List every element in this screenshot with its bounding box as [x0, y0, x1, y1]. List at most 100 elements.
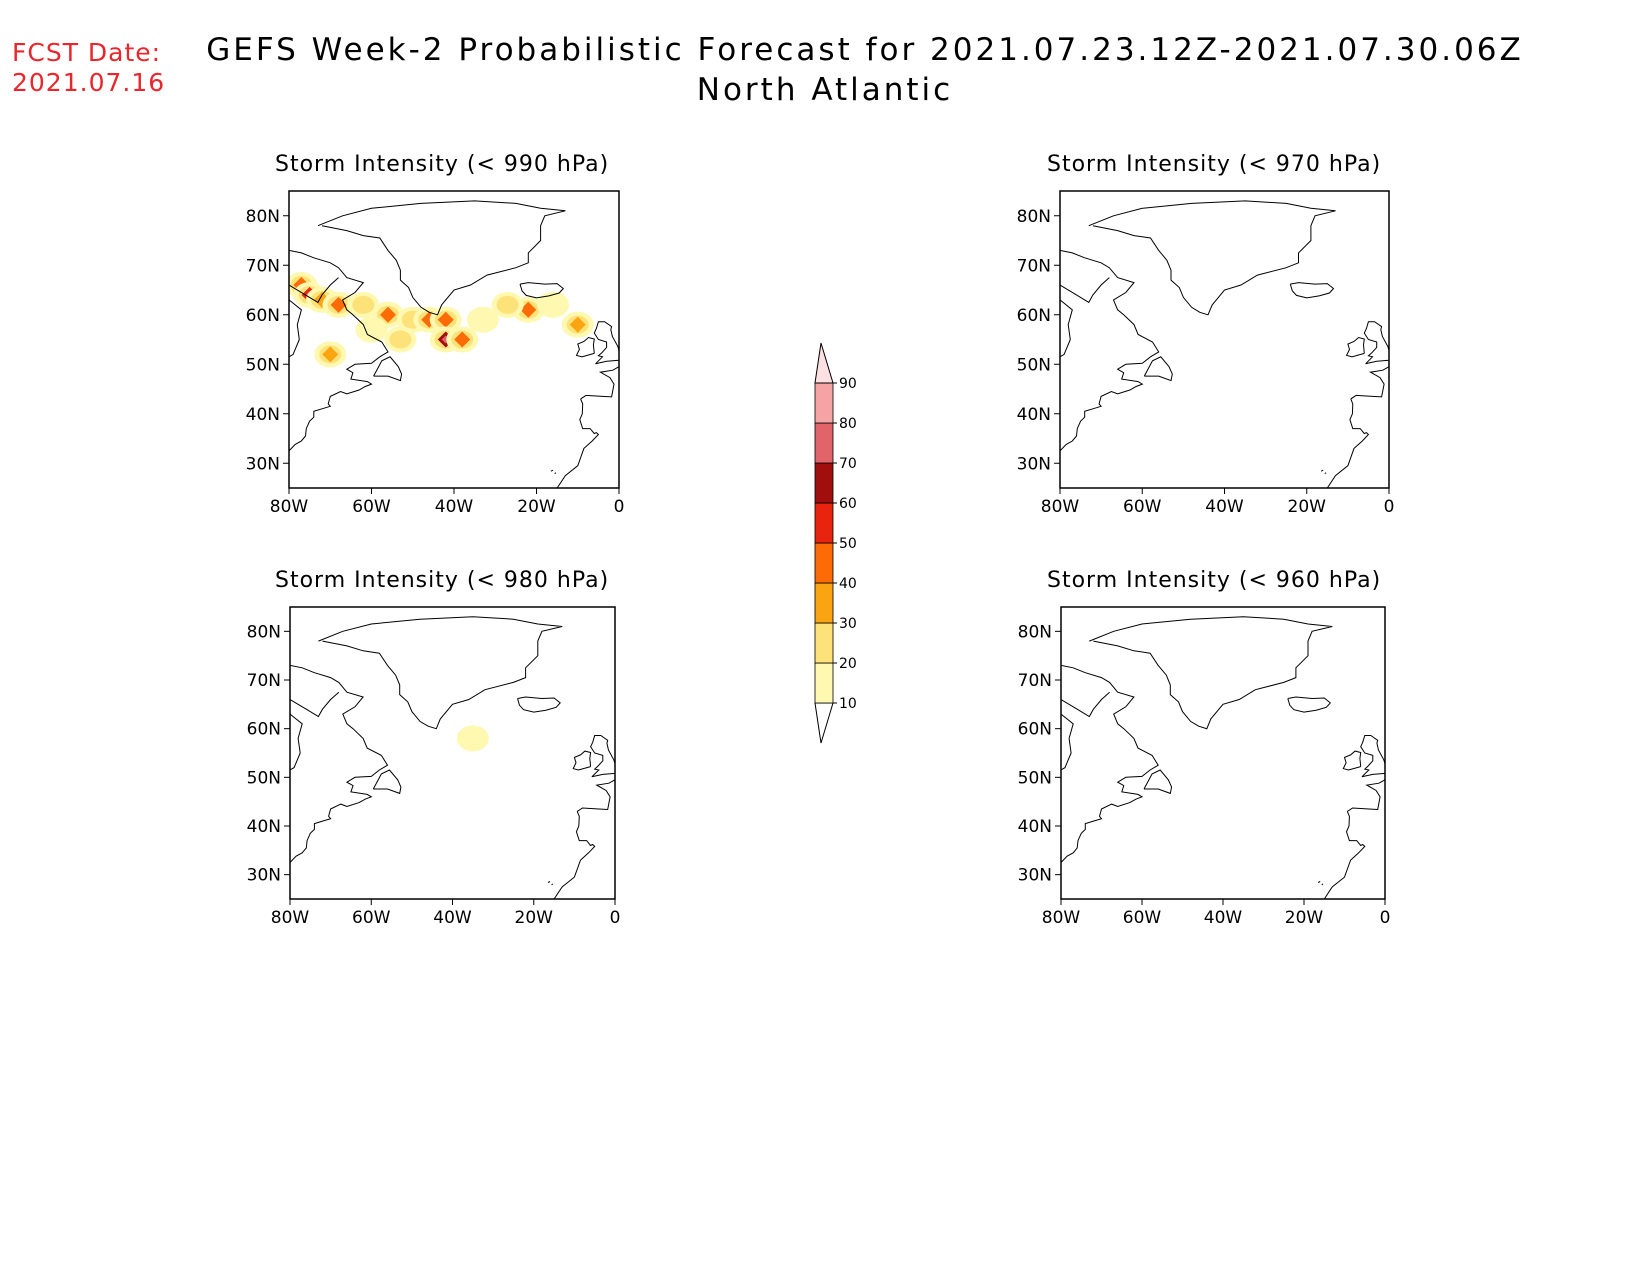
colorbar-bottom-cap — [814, 702, 834, 744]
coastline — [1317, 881, 1321, 883]
coastline — [1060, 277, 1110, 304]
coastline — [1287, 696, 1332, 713]
colorbar-segment — [814, 662, 834, 704]
colorbar-label: 30 — [839, 616, 857, 632]
coastline — [1061, 664, 1159, 863]
lon-label: 0 — [610, 908, 621, 928]
lat-label: 30N — [246, 454, 280, 474]
map-panel-p970: 80N 70N 60N 50N 40N 30N 80W 60W 40W 20W 0 — [1017, 190, 1394, 517]
lat-label: 50N — [1018, 768, 1052, 788]
coastline — [517, 696, 561, 713]
lat-label: 40N — [247, 817, 281, 837]
coastline — [1143, 356, 1173, 382]
colorbar-segment — [814, 422, 834, 464]
coastline — [1342, 750, 1362, 771]
coastline — [289, 249, 389, 452]
coastline — [290, 664, 389, 863]
map-frame — [1059, 190, 1390, 489]
coastline — [576, 779, 615, 812]
coastline — [1143, 769, 1173, 795]
lon-label: 20W — [1285, 908, 1324, 928]
colorbar-label: 90 — [839, 376, 857, 392]
lon-label: 80W — [271, 908, 310, 928]
panel-title: Storm Intensity (< 960 hPa) — [1047, 568, 1382, 593]
lon-label: 0 — [1380, 908, 1391, 928]
coastline — [1363, 321, 1389, 365]
colorbar-label: 50 — [839, 536, 857, 552]
lat-label: 80N — [1018, 622, 1052, 642]
coastline — [553, 811, 596, 899]
prob-core — [569, 316, 586, 333]
lon-label: 40W — [435, 497, 474, 517]
prob-area-halo — [355, 316, 388, 343]
map-content — [290, 616, 615, 899]
coastline — [1321, 883, 1324, 886]
lat-label: 70N — [246, 256, 280, 276]
lat-label: 30N — [1017, 454, 1051, 474]
coastline — [317, 200, 566, 316]
lat-label: 40N — [1018, 817, 1052, 837]
lon-label: 20W — [1288, 497, 1327, 517]
forecast-date-block: FCST Date: 2021.07.16 — [12, 38, 165, 98]
panel-title: Storm Intensity (< 970 hPa) — [1047, 152, 1382, 177]
lon-label: 40W — [433, 908, 472, 928]
colorbar-segment — [814, 382, 834, 424]
panel-title: Storm Intensity (< 990 hPa) — [275, 152, 610, 177]
map-frame — [289, 606, 616, 900]
lon-label: 80W — [270, 497, 309, 517]
colorbar-label: 70 — [839, 456, 857, 472]
coastline — [1060, 249, 1160, 452]
coastline — [318, 616, 563, 730]
lat-label: 80N — [247, 622, 281, 642]
lon-label: 60W — [352, 497, 391, 517]
colorbar-segment — [814, 462, 834, 504]
coastline — [1326, 398, 1370, 488]
coastline — [290, 713, 303, 771]
coastline — [590, 735, 615, 778]
coastline — [575, 336, 595, 358]
coastline — [1320, 469, 1324, 472]
forecast-date-value: 2021.07.16 — [12, 68, 166, 97]
lat-label: 80N — [1017, 207, 1051, 227]
colorbar-label: 80 — [839, 416, 857, 432]
lon-label: 40W — [1204, 908, 1243, 928]
coastline — [1323, 811, 1366, 899]
lat-label: 50N — [1017, 355, 1051, 375]
coastline — [547, 881, 551, 883]
lon-label: 80W — [1041, 497, 1080, 517]
prob-area — [352, 295, 375, 314]
prob-area-halo — [456, 725, 489, 752]
lat-label: 40N — [1017, 405, 1051, 425]
lat-label: 30N — [247, 866, 281, 886]
lat-label: 40N — [246, 405, 280, 425]
lat-label: 70N — [247, 671, 281, 691]
coastline — [372, 769, 402, 795]
coastline — [1360, 735, 1385, 778]
lat-label: 50N — [247, 768, 281, 788]
lat-label: 60N — [246, 306, 280, 326]
coastline — [1350, 366, 1389, 400]
coastline — [572, 750, 592, 771]
coastline — [550, 469, 554, 472]
coastline — [289, 299, 302, 358]
map-panel-p980: 80N 70N 60N 50N 40N 30N 80W 60W 40W 20W 0 — [247, 606, 621, 928]
colorbar-segment — [814, 542, 834, 584]
lat-label: 80N — [246, 207, 280, 227]
coastline — [1289, 282, 1335, 299]
coastline — [556, 398, 600, 488]
lon-label: 40W — [1205, 497, 1244, 517]
colorbar-segment — [814, 582, 834, 624]
colorbar-segment — [814, 622, 834, 664]
colorbar-label: 60 — [839, 496, 857, 512]
lon-label: 60W — [1123, 908, 1162, 928]
coastline — [551, 883, 554, 886]
map-frame — [1060, 606, 1386, 900]
coastline — [1347, 779, 1385, 812]
lat-label: 60N — [1018, 720, 1052, 740]
coastline — [1089, 616, 1333, 730]
coastline — [289, 277, 339, 304]
coastline — [519, 282, 565, 299]
prob-core — [322, 346, 339, 363]
prob-area — [389, 330, 412, 349]
